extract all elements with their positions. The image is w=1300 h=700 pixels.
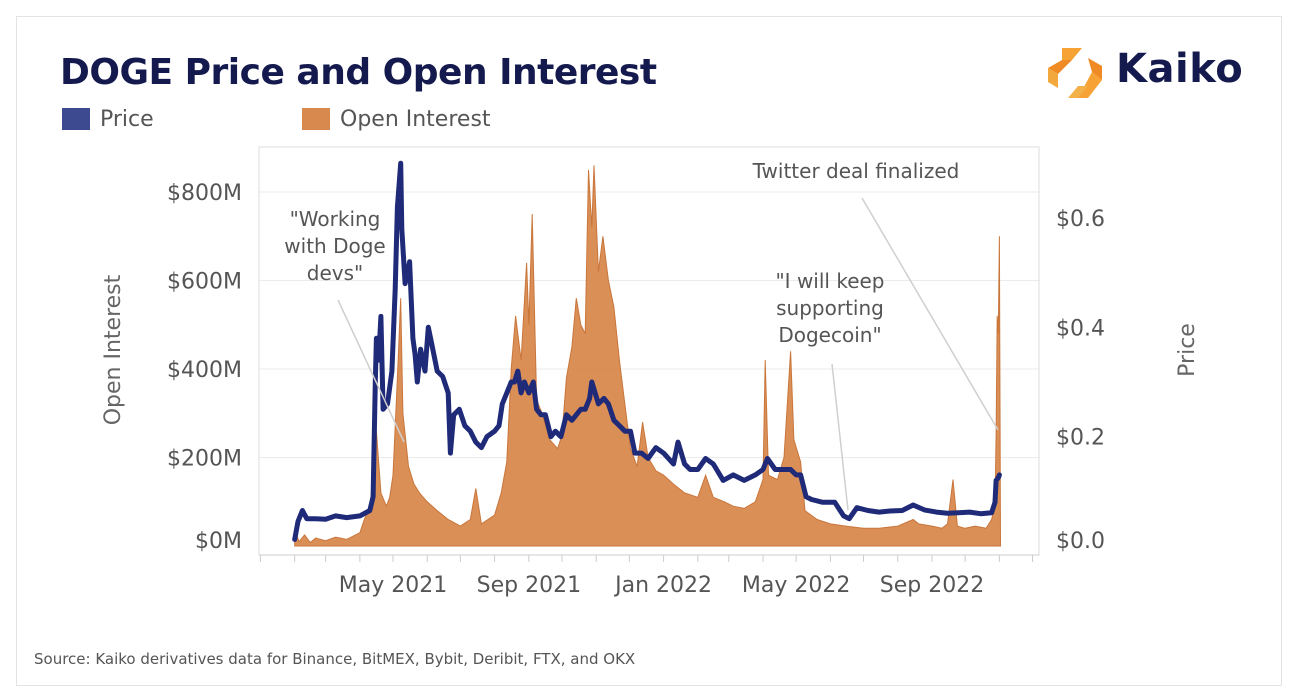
annotation-leader-line: [831, 363, 849, 511]
open-interest-area: [294, 165, 1002, 547]
x-tick-label: Sep 2021: [477, 573, 581, 598]
y-left-tick-label: $400M: [167, 358, 242, 383]
annotation-leader-line: [337, 299, 405, 443]
kaiko-logo: Kaiko: [1044, 44, 1264, 102]
y-right-tick-label: $0.2: [1056, 426, 1105, 451]
y-axis-right-label: Price: [1175, 323, 1200, 377]
open-interest-area-layer: [294, 165, 1002, 547]
annotation-text: "Working: [290, 207, 381, 231]
y-left-tick-label: $800M: [167, 181, 242, 206]
legend-swatch-open-interest: [302, 108, 330, 130]
y-left-tick-label: $0M: [195, 529, 242, 554]
source-note: Source: Kaiko derivatives data for Binan…: [34, 650, 636, 668]
y-right-tick-label: $0.6: [1056, 207, 1105, 232]
legend-label-price: Price: [100, 107, 154, 132]
annotation-text: with Doge: [284, 234, 385, 258]
chart-card: [16, 16, 1282, 686]
y-left-tick-label: $200M: [167, 447, 242, 472]
kaiko-logo-icon: [1048, 48, 1102, 98]
x-tick-label: May 2022: [742, 573, 850, 598]
annotation-text: devs": [307, 261, 363, 285]
legend-swatch-price: [62, 108, 90, 130]
y-right-tick-label: $0.4: [1056, 316, 1105, 341]
legend-label-open-interest: Open Interest: [340, 107, 491, 132]
y-left-tick-label: $600M: [167, 270, 242, 295]
y-axis-left-label: Open Interest: [101, 274, 126, 425]
x-axis: May 2021 Sep 2021 Jan 2022 May 2022 Sep 2022: [259, 554, 1039, 598]
annotations: "Working with Doge devs" "I will keep suppor…: [284, 159, 999, 511]
annotation-text: Dogecoin": [778, 323, 881, 347]
y-axis-right: $0.0 $0.2 $0.4 $0.6: [1056, 207, 1105, 554]
x-tick-label: Jan 2022: [613, 573, 712, 598]
x-tick-label: May 2021: [339, 573, 447, 598]
price-line: [292, 160, 1002, 542]
annotation-text: supporting: [776, 296, 884, 320]
annotation-text: Twitter deal finalized: [752, 159, 960, 183]
y-right-tick-label: $0.0: [1056, 529, 1105, 554]
kaiko-logo-text: Kaiko: [1116, 46, 1244, 92]
annotation-text: "I will keep: [775, 269, 884, 293]
price-line-layer: [292, 160, 1002, 542]
annotation-leader-line: [861, 197, 999, 431]
chart-title: DOGE Price and Open Interest: [60, 52, 657, 93]
y-axis-left: $0M $200M $400M $600M $800M: [167, 181, 242, 554]
x-tick-label: Sep 2022: [880, 573, 984, 598]
